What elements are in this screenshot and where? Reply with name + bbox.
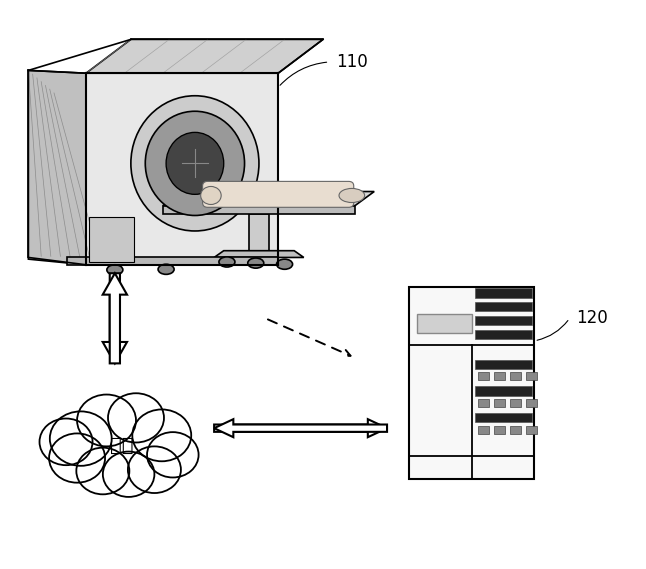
Ellipse shape	[219, 257, 235, 267]
Bar	[475, 413, 532, 422]
Bar	[510, 426, 521, 434]
FancyArrow shape	[214, 419, 387, 437]
Ellipse shape	[131, 96, 259, 231]
Bar	[510, 399, 521, 407]
Bar	[526, 426, 537, 434]
Ellipse shape	[166, 133, 224, 195]
FancyArrow shape	[214, 419, 387, 437]
Bar	[510, 372, 521, 380]
Circle shape	[76, 448, 129, 494]
Bar	[475, 302, 532, 311]
Bar	[410, 287, 534, 479]
Text: 110: 110	[336, 53, 368, 71]
Bar	[475, 330, 532, 339]
Circle shape	[77, 394, 136, 446]
Circle shape	[85, 413, 158, 477]
FancyArrow shape	[103, 273, 127, 364]
Bar	[478, 426, 488, 434]
Ellipse shape	[276, 259, 293, 269]
Polygon shape	[67, 257, 278, 265]
Circle shape	[201, 187, 221, 204]
Bar	[526, 399, 537, 407]
Text: 120: 120	[576, 310, 608, 327]
Bar	[475, 386, 532, 395]
Polygon shape	[28, 71, 86, 265]
Ellipse shape	[248, 258, 264, 268]
Polygon shape	[86, 39, 323, 73]
Circle shape	[128, 446, 181, 493]
Ellipse shape	[158, 264, 174, 274]
Bar	[478, 372, 488, 380]
Circle shape	[132, 410, 191, 461]
Circle shape	[50, 411, 112, 466]
Bar	[475, 316, 532, 325]
Circle shape	[108, 393, 164, 443]
Bar	[475, 360, 532, 369]
Polygon shape	[86, 73, 278, 265]
Bar	[494, 426, 505, 434]
Bar	[494, 399, 505, 407]
Circle shape	[147, 432, 198, 477]
FancyArrow shape	[103, 273, 127, 364]
Circle shape	[39, 419, 92, 465]
Polygon shape	[249, 214, 269, 251]
Text: 网络: 网络	[110, 436, 133, 455]
FancyBboxPatch shape	[203, 182, 354, 207]
Polygon shape	[163, 192, 374, 205]
Bar	[417, 314, 472, 333]
Bar	[475, 288, 532, 298]
Ellipse shape	[145, 112, 245, 216]
Circle shape	[103, 452, 154, 497]
Polygon shape	[214, 251, 304, 257]
Bar	[89, 217, 134, 262]
Polygon shape	[163, 205, 355, 214]
Ellipse shape	[107, 265, 123, 275]
Bar	[526, 372, 537, 380]
Bar	[494, 372, 505, 380]
Bar	[478, 399, 488, 407]
Circle shape	[49, 434, 105, 483]
Ellipse shape	[339, 188, 364, 203]
